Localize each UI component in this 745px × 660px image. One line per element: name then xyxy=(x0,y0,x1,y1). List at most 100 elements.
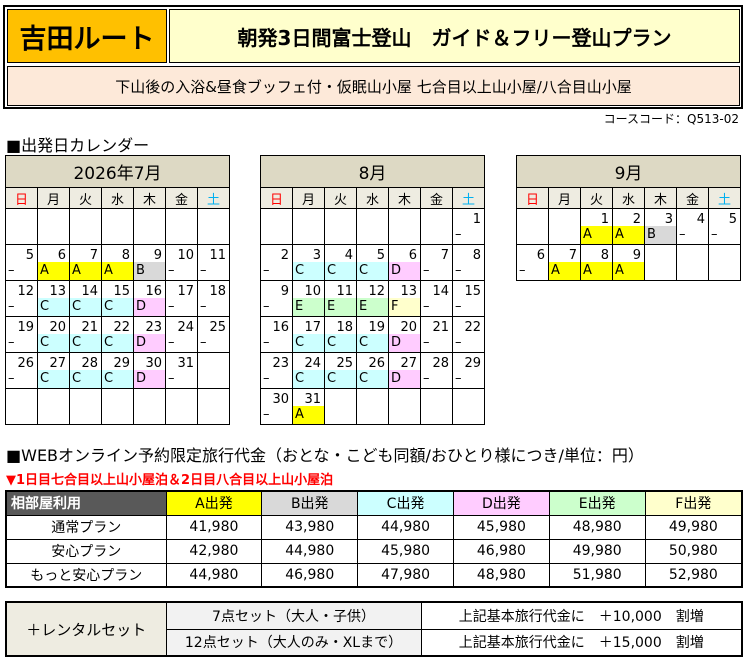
calendar-day[interactable]: 28– xyxy=(420,352,453,389)
calendar-day[interactable]: 9– xyxy=(260,280,293,317)
day-number: 6 xyxy=(536,248,545,263)
calendar-day[interactable]: 30– xyxy=(260,388,293,425)
calendar-day[interactable]: 28 C xyxy=(69,352,102,389)
calendar-day[interactable]: 30 D xyxy=(133,352,166,389)
calendar-day[interactable]: 1– xyxy=(452,208,485,245)
calendar-day[interactable]: 29 C xyxy=(101,352,134,389)
calendar-day[interactable]: 22– xyxy=(452,316,485,353)
calendar-day[interactable]: 25– xyxy=(197,316,230,353)
departure-mark: C xyxy=(70,334,101,352)
col-d: D出発 xyxy=(452,490,550,516)
day-number: 10 xyxy=(177,248,194,263)
price-cell: 46,980 xyxy=(261,562,359,588)
calendar-day[interactable]: 10– xyxy=(165,244,198,281)
calendar-day[interactable]: 4– xyxy=(676,208,709,245)
calendar-day[interactable]: 23– xyxy=(260,352,293,389)
calendar-day[interactable]: 26– xyxy=(5,352,38,389)
calendar-day[interactable]: 22 C xyxy=(101,316,134,353)
empty-day xyxy=(165,388,198,425)
calendar-day[interactable]: 31 A xyxy=(292,388,325,425)
calendar-day[interactable]: 2– xyxy=(260,244,293,281)
empty-day xyxy=(324,388,357,425)
departure-mark: A xyxy=(70,262,101,280)
calendar-day[interactable]: 20 D xyxy=(388,316,421,353)
day-number: 4 xyxy=(344,248,353,263)
calendar-day[interactable]: 25 C xyxy=(324,352,357,389)
calendar-day[interactable]: 6– xyxy=(516,244,549,281)
calendar-day[interactable]: 13 F xyxy=(388,280,421,317)
calendar-day[interactable]: 11 E xyxy=(324,280,357,317)
price-cell: 49,980 xyxy=(644,514,743,540)
price-cell: 52,980 xyxy=(644,562,743,588)
calendar-day[interactable]: 11– xyxy=(197,244,230,281)
calendar-day[interactable]: 16 D xyxy=(133,280,166,317)
calendar-day[interactable]: 19 C xyxy=(356,316,389,353)
calendar-day[interactable]: 14– xyxy=(420,280,453,317)
departure-mark: – xyxy=(423,263,430,278)
departure-mark: – xyxy=(679,227,686,242)
calendar-day[interactable]: 16– xyxy=(260,316,293,353)
col-a: A出発 xyxy=(165,490,263,516)
day-number: 18 xyxy=(209,284,226,299)
calendar-day[interactable]: 31– xyxy=(165,352,198,389)
calendar-day[interactable]: 26 C xyxy=(356,352,389,389)
empty-day xyxy=(356,208,389,245)
departure-mark: C xyxy=(325,370,356,388)
calendar-day[interactable]: 20 C xyxy=(37,316,70,353)
calendar-day[interactable]: 23 D xyxy=(133,316,166,353)
calendar-day[interactable]: 17 C xyxy=(292,316,325,353)
calendar-day[interactable]: 17– xyxy=(165,280,198,317)
calendar-day[interactable]: 27 C xyxy=(37,352,70,389)
calendar-day[interactable]: 5– xyxy=(5,244,38,281)
weekday-label: 月 xyxy=(37,187,70,209)
empty-day xyxy=(324,208,357,245)
calendar-day[interactable]: 18 C xyxy=(324,316,357,353)
calendar-day[interactable]: 7– xyxy=(420,244,453,281)
empty-day xyxy=(708,244,741,281)
calendar-day[interactable]: 21 C xyxy=(69,316,102,353)
calendar-day[interactable]: 21– xyxy=(420,316,453,353)
calendar-day[interactable]: 29– xyxy=(452,352,485,389)
departure-mark: A xyxy=(549,262,580,280)
departure-mark: – xyxy=(263,371,270,386)
departure-mark: C xyxy=(325,334,356,352)
calendar-day[interactable]: 15– xyxy=(452,280,485,317)
calendar-day[interactable]: 19– xyxy=(5,316,38,353)
price-row: 安心プラン 42,980 44,980 45,980 46,980 49,980 50,98… xyxy=(5,538,743,564)
calendar-day[interactable]: 10 E xyxy=(292,280,325,317)
calendar-day[interactable]: 8– xyxy=(452,244,485,281)
month-calendar: 8月日月火水木金土 1–2–3 C 4 C 5 C 6 D 7–8–9–10 E 11 E 12 E 13 F 1… xyxy=(260,155,485,425)
month-title: 2026年7月 xyxy=(5,155,230,188)
calendar-day[interactable]: 18– xyxy=(197,280,230,317)
calendar-day[interactable]: 24 C xyxy=(292,352,325,389)
price-cell: 48,980 xyxy=(548,514,646,540)
calendar-day[interactable]: 14 C xyxy=(69,280,102,317)
departure-mark: – xyxy=(455,335,462,350)
calendar-day[interactable]: 12 E xyxy=(356,280,389,317)
empty-day xyxy=(69,388,102,425)
departure-mark: – xyxy=(200,335,207,350)
calendar-day[interactable]: 12– xyxy=(5,280,38,317)
day-number: 2 xyxy=(280,248,289,263)
calendar-day[interactable]: 5– xyxy=(708,208,741,245)
weekday-label: 木 xyxy=(133,187,166,209)
calendar-day[interactable]: 15 C xyxy=(101,280,134,317)
calendar-day[interactable]: 27 D xyxy=(388,352,421,389)
calendar-day[interactable]: 13 C xyxy=(37,280,70,317)
calendar-day[interactable]: 24– xyxy=(165,316,198,353)
price-heading: ■WEBオンライン予約限定旅行代金（おとな・こども同額/おひとり様につき/単位：… xyxy=(6,446,644,465)
